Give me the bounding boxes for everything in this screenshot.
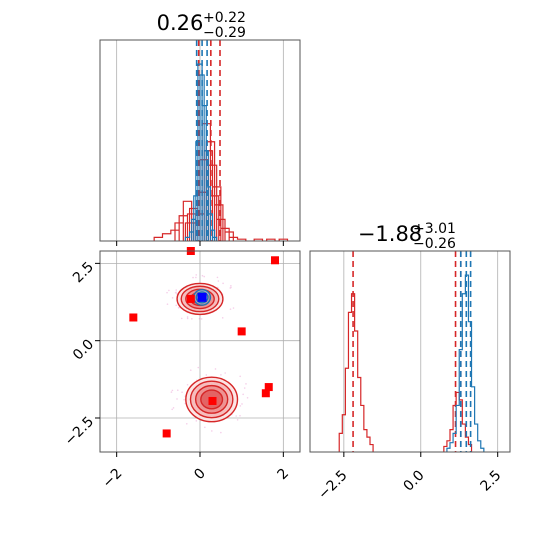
sample-point	[176, 293, 178, 295]
sample-point	[211, 430, 213, 432]
sample-point	[239, 405, 242, 407]
sample-point	[186, 317, 189, 320]
sample-point	[195, 276, 197, 279]
sample-marker	[264, 383, 273, 392]
title-lower-error: −0.29	[203, 25, 246, 41]
sample-point	[186, 316, 189, 318]
sample-marker	[162, 429, 171, 438]
sample-point	[176, 398, 178, 400]
title-upper-error: +3.01	[413, 221, 456, 237]
sample-point	[197, 366, 200, 369]
sample-point	[229, 287, 232, 289]
sample-point	[183, 398, 185, 401]
sample-point	[232, 307, 235, 309]
sample-point	[192, 276, 194, 279]
sample-point	[168, 289, 170, 292]
sample-point	[175, 304, 178, 307]
sample-point	[221, 317, 224, 319]
sample-point	[220, 431, 222, 434]
sample-point	[220, 374, 222, 376]
sample-marker	[129, 313, 138, 322]
sample-point	[203, 275, 206, 278]
sample-point	[235, 415, 237, 417]
sample-point	[224, 372, 226, 374]
sample-point	[222, 282, 224, 285]
title-main: 0.26	[157, 11, 204, 35]
sample-point	[171, 389, 174, 392]
sample-point	[246, 396, 249, 399]
sample-point	[239, 375, 241, 378]
sample-point	[216, 276, 219, 279]
sample-point	[170, 391, 173, 393]
sample-point	[217, 280, 220, 282]
sample-marker	[261, 389, 270, 398]
histogram-param-2-title: −1.88	[358, 222, 422, 246]
sample-point	[181, 391, 183, 394]
sample-point	[204, 426, 206, 429]
sample-point	[236, 419, 239, 421]
sample-point	[191, 318, 193, 320]
sample-marker	[237, 327, 246, 336]
sample-marker	[186, 294, 195, 303]
sample-point	[175, 289, 178, 291]
sample-point	[185, 422, 188, 425]
title-lower-error: −0.26	[413, 236, 456, 252]
sample-point	[172, 407, 175, 409]
sample-point	[243, 387, 246, 389]
sample-point	[171, 408, 173, 411]
sample-point	[242, 393, 244, 396]
sample-point	[230, 286, 232, 289]
sample-point	[180, 317, 183, 320]
sample-point	[214, 368, 217, 370]
sample-point	[171, 297, 174, 299]
histogram-series-1	[446, 274, 485, 452]
sample-point	[195, 420, 198, 422]
sample-point	[195, 274, 198, 276]
sample-point	[175, 291, 177, 294]
sample-point	[201, 274, 204, 277]
histogram-param-1-title: 0.26	[157, 11, 204, 35]
histogram-series-0	[338, 293, 473, 452]
sample-point	[229, 308, 232, 310]
sample-point	[189, 369, 192, 371]
sample-marker	[208, 396, 217, 405]
sample-point	[245, 383, 247, 385]
histogram-param-1	[99, 39, 301, 246]
title-main: −1.88	[358, 222, 422, 246]
sample-point	[198, 317, 201, 320]
sample-marker	[271, 256, 279, 265]
sample-point	[241, 403, 243, 405]
sample-point	[166, 303, 169, 305]
sample-point	[174, 291, 177, 294]
sample-point	[176, 389, 179, 392]
sample-point	[230, 285, 232, 287]
sample-point	[205, 374, 208, 376]
sample-point	[200, 318, 203, 320]
sample-point	[239, 414, 241, 417]
sample-point	[186, 383, 189, 386]
title-upper-error: +0.22	[203, 10, 246, 26]
sample-point	[166, 291, 168, 294]
truth-marker	[197, 292, 207, 302]
sample-point	[177, 306, 180, 309]
